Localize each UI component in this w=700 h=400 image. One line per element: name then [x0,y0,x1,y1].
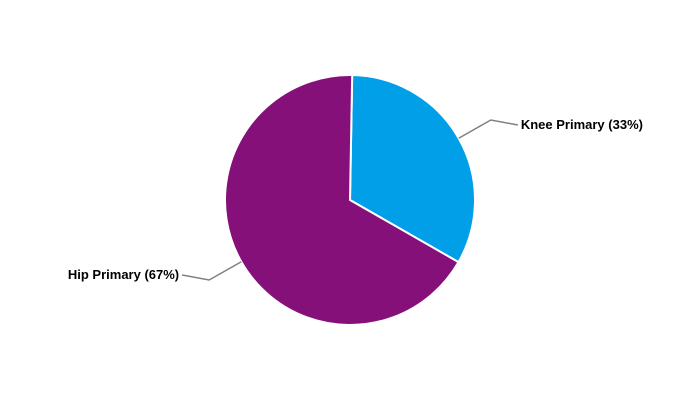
leader-line [182,261,242,281]
leader-lines [182,119,518,281]
pie-slices [224,74,476,326]
leader-line [458,119,518,139]
slice-label-hip-primary: Hip Primary (67%) [68,267,179,282]
pie-slice-hip-primary[interactable] [224,74,460,326]
slice-label-knee-primary: Knee Primary (33%) [521,117,643,132]
